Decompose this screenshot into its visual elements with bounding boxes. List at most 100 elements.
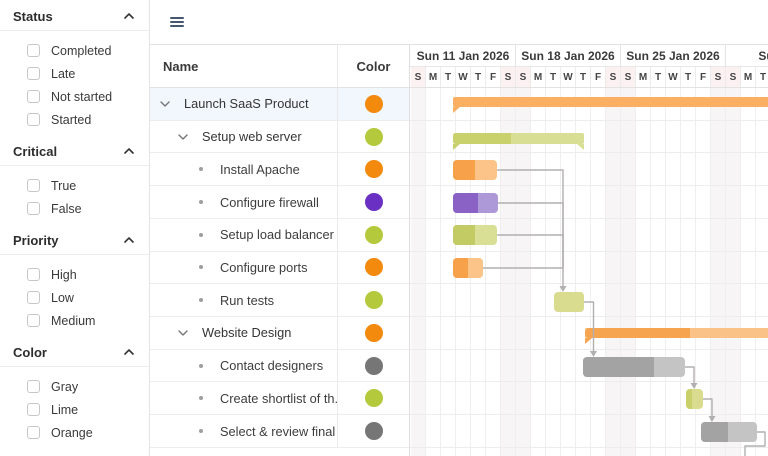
day-header-cell: T — [441, 67, 456, 87]
expander-chevron-down-icon[interactable] — [176, 130, 190, 144]
gantt-bar-website-design[interactable] — [585, 328, 768, 344]
checkbox-completed[interactable] — [27, 44, 40, 57]
day-header-cell: T — [651, 67, 666, 87]
task-row-run-tests[interactable]: Run tests — [150, 284, 409, 318]
gantt-bar-progress — [453, 225, 475, 245]
task-name: Website Design — [202, 325, 292, 341]
day-header-cell: T — [546, 67, 561, 87]
column-header-color[interactable]: Color — [356, 58, 391, 74]
filter-section-label: Color — [13, 344, 47, 360]
gantt-bar-install-apache[interactable] — [453, 160, 497, 180]
day-header-cell: S — [516, 67, 531, 87]
checkbox-lime[interactable] — [27, 403, 40, 416]
filter-option-label: Medium — [51, 313, 96, 328]
task-color-dot[interactable] — [364, 94, 383, 113]
task-row-launch-saas-product[interactable]: Launch SaaS Product — [150, 88, 409, 121]
day-header-cell: T — [756, 67, 768, 87]
checkbox-medium[interactable] — [27, 314, 40, 327]
task-row-setup-load-balancer[interactable]: Setup load balancer — [150, 218, 409, 252]
day-header-cell: T — [681, 67, 696, 87]
filter-option-orange[interactable]: Orange — [0, 421, 149, 444]
task-row-contact-designers[interactable]: Contact designers — [150, 349, 409, 383]
gantt-bar-setup-web-server[interactable] — [453, 133, 584, 150]
bullet-icon — [199, 200, 203, 205]
task-row-configure-ports[interactable]: Configure ports — [150, 251, 409, 285]
task-color-dot[interactable] — [364, 291, 383, 310]
hamburger-menu-icon[interactable] — [170, 15, 184, 29]
week-header-sun-11-jan-2026: Sun 11 Jan 2026 — [411, 45, 516, 67]
day-header-cell: F — [696, 67, 711, 87]
content: Name Color Launch SaaS Product Setup web … — [150, 45, 768, 456]
main-panel: Name Color Launch SaaS Product Setup web … — [150, 0, 768, 456]
task-name: Select & review final ... — [220, 423, 338, 439]
filter-option-low[interactable]: Low — [0, 286, 149, 309]
task-color-dot[interactable] — [364, 389, 383, 408]
filter-option-completed[interactable]: Completed — [0, 39, 149, 62]
expander-chevron-down-icon[interactable] — [176, 326, 190, 340]
task-color-dot[interactable] — [364, 225, 383, 244]
gantt-bar-create-shortlist-of-th[interactable] — [686, 389, 703, 409]
day-header-cell: S — [621, 67, 636, 87]
filter-option-gray[interactable]: Gray — [0, 375, 149, 398]
task-color-cell — [338, 415, 409, 447]
task-row-configure-firewall[interactable]: Configure firewall — [150, 186, 409, 219]
task-color-dot[interactable] — [364, 258, 383, 277]
gantt-bar-run-tests[interactable] — [554, 292, 584, 312]
checkbox-not-started[interactable] — [27, 90, 40, 103]
task-row-install-apache[interactable]: Install Apache — [150, 153, 409, 187]
bullet-icon — [199, 167, 203, 172]
task-row-create-shortlist-of-th[interactable]: Create shortlist of th... — [150, 382, 409, 416]
task-color-dot[interactable] — [364, 160, 383, 179]
filter-option-true[interactable]: True — [0, 174, 149, 197]
task-name: Install Apache — [220, 161, 300, 177]
checkbox-false[interactable] — [27, 202, 40, 215]
day-header-cell: W — [456, 67, 471, 87]
filter-section-header-status[interactable]: Status — [0, 2, 149, 30]
task-row-empty — [150, 447, 409, 456]
checkbox-low[interactable] — [27, 291, 40, 304]
timeline-body — [410, 88, 768, 456]
checkbox-gray[interactable] — [27, 380, 40, 393]
gantt-bar-launch-saas-product[interactable] — [453, 97, 768, 113]
filter-option-false[interactable]: False — [0, 197, 149, 220]
expander-chevron-down-icon[interactable] — [158, 97, 172, 111]
task-color-dot[interactable] — [364, 323, 383, 342]
checkbox-late[interactable] — [27, 67, 40, 80]
task-color-cell — [338, 252, 409, 284]
gantt-bar-select-review-final[interactable] — [701, 422, 757, 442]
filter-option-late[interactable]: Late — [0, 62, 149, 85]
filter-option-not-started[interactable]: Not started — [0, 85, 149, 108]
checkbox-true[interactable] — [27, 179, 40, 192]
filter-option-medium[interactable]: Medium — [0, 309, 149, 332]
filter-option-label: Lime — [51, 402, 79, 417]
filter-option-high[interactable]: High — [0, 263, 149, 286]
task-row-select-review-final[interactable]: Select & review final ... — [150, 415, 409, 448]
task-name-cell: Website Design — [150, 317, 338, 349]
gantt-bar-setup-load-balancer[interactable] — [453, 225, 497, 245]
task-color-dot[interactable] — [364, 193, 383, 212]
grid-rows: Launch SaaS Product Setup web server Insta… — [150, 88, 409, 456]
row-gridline — [410, 414, 768, 416]
filter-section-header-priority[interactable]: Priority — [0, 226, 149, 254]
task-color-dot[interactable] — [364, 422, 383, 441]
day-gridline — [740, 88, 741, 456]
task-row-website-design[interactable]: Website Design — [150, 317, 409, 350]
row-gridline — [410, 381, 768, 383]
gantt-bar-configure-firewall[interactable] — [453, 193, 498, 213]
task-color-dot[interactable] — [364, 356, 383, 375]
gantt-bar-contact-designers[interactable] — [583, 357, 685, 377]
gantt-bar-configure-ports[interactable] — [453, 258, 483, 278]
task-row-setup-web-server[interactable]: Setup web server — [150, 120, 409, 154]
filter-section-header-color[interactable]: Color — [0, 338, 149, 366]
task-color-dot[interactable] — [364, 127, 383, 146]
filter-option-started[interactable]: Started — [0, 108, 149, 131]
checkbox-started[interactable] — [27, 113, 40, 126]
filter-items-critical: True False — [0, 166, 149, 226]
weekend-stripe — [606, 88, 621, 456]
checkbox-orange[interactable] — [27, 426, 40, 439]
gantt-bar-progress — [585, 328, 690, 338]
column-header-name[interactable]: Name — [150, 45, 338, 87]
filter-section-header-critical[interactable]: Critical — [0, 137, 149, 165]
filter-option-lime[interactable]: Lime — [0, 398, 149, 421]
checkbox-high[interactable] — [27, 268, 40, 281]
